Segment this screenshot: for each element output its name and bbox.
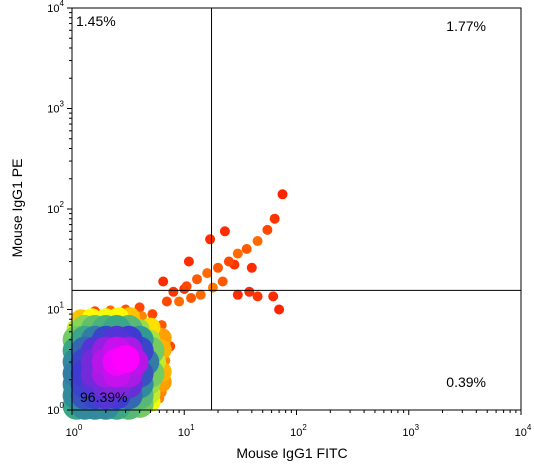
x-tick-label: 102	[290, 423, 307, 439]
density-point	[241, 244, 252, 254]
density-point	[158, 276, 169, 287]
density-point	[246, 262, 257, 273]
y-axis-label: Mouse IgG1 PE	[9, 159, 25, 258]
y-tick-label: 104	[47, 0, 64, 15]
density-point	[223, 256, 234, 267]
quadrant-upper-right-label: 1.77%	[446, 18, 486, 34]
density-point	[195, 289, 206, 300]
y-tick-label: 101	[47, 301, 64, 317]
density-point	[147, 309, 158, 320]
density-point	[202, 268, 213, 279]
density-point	[205, 234, 216, 245]
density-point	[274, 304, 285, 315]
density-point	[269, 213, 280, 224]
density-points	[62, 189, 288, 420]
density-point	[161, 296, 172, 307]
density-point	[207, 282, 218, 293]
density-point	[186, 293, 197, 303]
x-axis-label: Mouse IgG1 FITC	[236, 445, 347, 461]
x-tick-label: 101	[178, 423, 195, 439]
density-point	[192, 274, 202, 285]
density-point	[277, 189, 288, 200]
density-point	[268, 291, 279, 302]
density-point	[217, 276, 228, 287]
density-point	[219, 226, 230, 237]
x-tick-label: 104	[515, 423, 532, 439]
density-point	[111, 345, 140, 374]
y-tick-label: 102	[47, 200, 64, 216]
density-point	[174, 296, 185, 307]
y-tick-label: 100	[47, 401, 64, 417]
y-tick-label: 103	[47, 100, 64, 116]
density-point	[181, 281, 192, 292]
x-tick-label: 103	[402, 423, 419, 439]
quadrant-lower-right-label: 0.39%	[446, 374, 486, 390]
density-point	[213, 262, 223, 273]
quadrant-lower-left-label: 96.39%	[80, 389, 127, 405]
density-point	[252, 291, 263, 302]
density-point	[232, 289, 243, 300]
density-point	[232, 248, 243, 259]
density-point	[252, 236, 263, 246]
density-point	[244, 286, 255, 297]
quadrant-upper-left-label: 1.45%	[76, 13, 116, 29]
x-tick-label: 100	[66, 423, 83, 439]
density-point	[168, 286, 179, 297]
density-point	[183, 256, 194, 267]
density-point	[262, 224, 273, 235]
axis-ticks: 100 101 102 103 104 100 101 102 103 104	[47, 0, 532, 439]
